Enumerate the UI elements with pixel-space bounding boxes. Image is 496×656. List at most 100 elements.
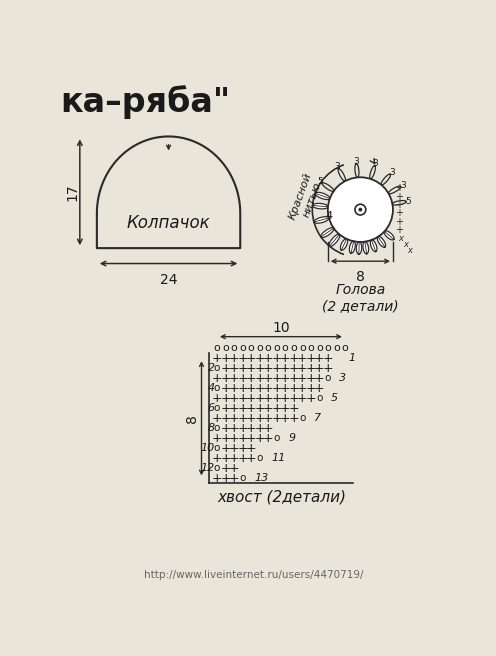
Text: 3: 3 (335, 162, 340, 171)
Text: +: + (237, 361, 248, 375)
Text: +: + (263, 412, 273, 425)
Text: +: + (263, 361, 273, 375)
Text: +: + (237, 422, 248, 435)
Circle shape (328, 177, 393, 242)
Text: 5: 5 (317, 177, 323, 186)
Text: o: o (240, 474, 246, 483)
Text: +: + (254, 422, 265, 435)
Polygon shape (329, 234, 340, 247)
Text: +: + (263, 352, 273, 365)
Text: +: + (229, 452, 240, 465)
Text: o: o (316, 343, 323, 353)
Text: +: + (212, 452, 222, 465)
Text: +: + (229, 442, 240, 455)
Text: +: + (314, 352, 324, 365)
Text: 3: 3 (353, 157, 359, 166)
Text: o: o (214, 403, 220, 413)
Text: +: + (263, 392, 273, 405)
Text: 3: 3 (372, 159, 378, 168)
Text: +: + (306, 382, 316, 395)
Text: +: + (237, 372, 248, 385)
Text: +: + (306, 352, 316, 365)
Text: +: + (271, 412, 282, 425)
Text: 3: 3 (339, 373, 347, 383)
Text: +: + (395, 226, 403, 236)
Text: o: o (239, 343, 246, 353)
Text: +: + (288, 352, 299, 365)
Text: o: o (299, 343, 306, 353)
Text: +: + (280, 372, 291, 385)
Text: o: o (299, 413, 306, 423)
Text: +: + (288, 401, 299, 415)
Text: o: o (325, 373, 331, 383)
Text: o: o (290, 343, 297, 353)
Polygon shape (384, 231, 394, 240)
Text: +: + (263, 432, 273, 445)
Text: +: + (246, 422, 256, 435)
Text: Голова
(2 детали): Голова (2 детали) (322, 283, 399, 313)
Polygon shape (312, 203, 328, 209)
Text: o: o (214, 443, 220, 453)
Circle shape (359, 208, 362, 211)
Text: +: + (220, 401, 231, 415)
Text: +: + (322, 361, 333, 375)
Text: +: + (220, 472, 231, 485)
Text: +: + (212, 352, 222, 365)
Polygon shape (356, 242, 362, 255)
Text: +: + (280, 352, 291, 365)
Text: 5: 5 (331, 393, 338, 403)
Text: 9: 9 (288, 434, 296, 443)
Text: +: + (254, 352, 265, 365)
Text: 4: 4 (207, 383, 215, 393)
Text: +: + (314, 361, 324, 375)
Text: +: + (288, 361, 299, 375)
Text: +: + (220, 422, 231, 435)
Text: +: + (254, 382, 265, 395)
Text: +: + (306, 392, 316, 405)
Text: +: + (212, 412, 222, 425)
Text: +: + (263, 401, 273, 415)
Text: +: + (395, 200, 403, 210)
Text: +: + (263, 382, 273, 395)
Text: +: + (288, 412, 299, 425)
Text: +: + (254, 372, 265, 385)
Text: o: o (256, 453, 263, 463)
Text: +: + (246, 352, 256, 365)
Text: +: + (220, 432, 231, 445)
Text: 11: 11 (271, 453, 286, 463)
Text: +: + (220, 352, 231, 365)
Text: +: + (229, 382, 240, 395)
Polygon shape (321, 228, 334, 237)
Text: 12: 12 (200, 463, 215, 474)
Text: 17: 17 (65, 184, 79, 201)
Polygon shape (314, 216, 329, 223)
Text: +: + (237, 412, 248, 425)
Text: o: o (273, 343, 280, 353)
Text: 7: 7 (314, 413, 321, 423)
Text: +: + (271, 382, 282, 395)
Text: +: + (237, 392, 248, 405)
Text: +: + (220, 462, 231, 475)
Text: 8: 8 (207, 423, 215, 434)
Text: +: + (271, 401, 282, 415)
Text: Колпачок: Колпачок (127, 214, 210, 232)
Text: +: + (280, 412, 291, 425)
Text: +: + (220, 361, 231, 375)
Text: x: x (408, 246, 413, 255)
Text: x: x (403, 240, 408, 249)
Text: +: + (237, 452, 248, 465)
Text: +: + (237, 432, 248, 445)
Text: +: + (314, 382, 324, 395)
Text: Красной
нитью: Красной нитью (288, 171, 325, 225)
Text: 3: 3 (389, 168, 395, 177)
Text: +: + (220, 372, 231, 385)
Text: +: + (254, 392, 265, 405)
Polygon shape (363, 241, 369, 254)
Text: +: + (246, 452, 256, 465)
Circle shape (355, 204, 366, 215)
Text: +: + (288, 372, 299, 385)
Text: +: + (254, 412, 265, 425)
Text: +: + (306, 372, 316, 385)
Text: +: + (297, 361, 308, 375)
Text: +: + (254, 361, 265, 375)
